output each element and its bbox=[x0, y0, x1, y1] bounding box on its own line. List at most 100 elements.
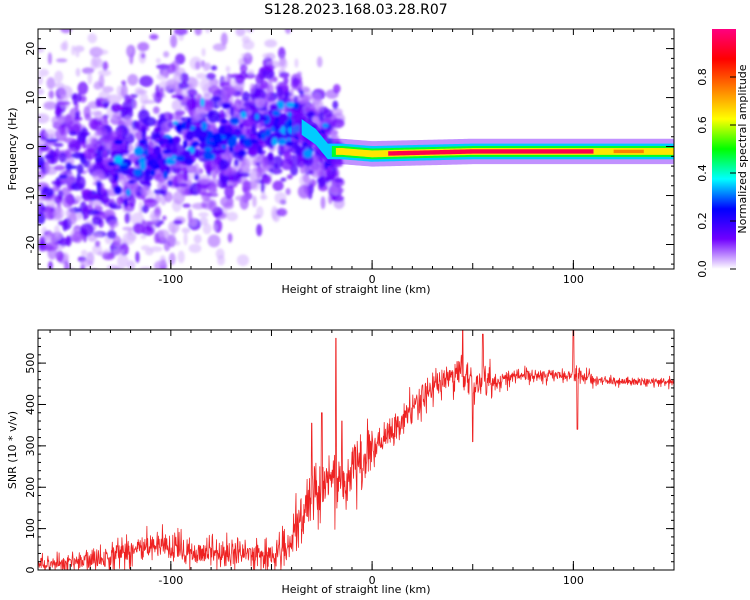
spectrogram-noise-cell bbox=[207, 192, 219, 198]
spectrogram-strong-cell bbox=[171, 154, 177, 160]
spectrogram-strong-cell bbox=[271, 137, 278, 146]
spectrogram-noise-cell bbox=[110, 103, 123, 112]
spectrogram-noise-cell bbox=[91, 216, 102, 226]
spectrogram-noise-cell bbox=[256, 206, 264, 219]
spectrogram-noise-cell bbox=[54, 274, 60, 285]
snr-x-tick-label: -100 bbox=[158, 574, 183, 587]
spectrogram-noise-cell bbox=[45, 138, 59, 143]
spectrogram-noise-cell bbox=[110, 2, 115, 6]
spectrogram-noise-cell bbox=[139, 185, 151, 196]
spectrogram-noise-cell bbox=[88, 118, 99, 130]
spectrogram-strong-cell bbox=[200, 97, 205, 107]
spectrogram-noise-cell bbox=[127, 260, 136, 269]
spectrogram-noise-cell bbox=[133, 99, 138, 110]
spectrogram-noise-cell bbox=[276, 208, 288, 217]
spectrogram-noise-cell bbox=[220, 175, 230, 183]
spectrogram-noise-cell bbox=[155, 58, 161, 64]
spectrogram-noise-cell bbox=[53, 82, 65, 88]
spectrogram-ridge-band bbox=[388, 149, 594, 156]
spectrogram-noise-cell bbox=[135, 251, 140, 263]
spectrogram-noise-cell bbox=[142, 220, 156, 225]
spectrogram-noise-cell bbox=[94, 110, 103, 121]
spectrogram-noise-cell bbox=[154, 205, 162, 219]
spectrogram-noise-cell bbox=[276, 86, 284, 98]
spectrogram-noise-cell bbox=[138, 201, 143, 215]
spectrogram-noise-cell bbox=[76, 176, 86, 190]
spectrogram-noise-cell bbox=[57, 220, 65, 226]
spectrogram-strong-cell bbox=[268, 109, 273, 114]
spectrogram-noise-cell bbox=[240, 53, 251, 58]
spectrogram-noise-cell bbox=[94, 49, 109, 55]
spectrogram-noise-cell bbox=[58, 85, 73, 99]
spectrogram-noise-cell bbox=[93, 205, 104, 212]
snr-y-tick-label: 0 bbox=[24, 567, 37, 574]
spectrogram-noise-cell bbox=[38, 170, 46, 179]
spectrogram-noise-cell bbox=[205, 72, 216, 80]
spectrogram-strong-cell bbox=[267, 152, 274, 162]
spectrogram-noise-cell bbox=[40, 289, 53, 300]
spectrogram-strong-cell bbox=[205, 137, 210, 146]
spectrogram-noise-cell bbox=[180, 72, 189, 84]
spectrogram-strong-cell bbox=[254, 113, 260, 121]
spectrogram-noise-cell bbox=[183, 170, 189, 182]
spectrogram-noise-cell bbox=[182, 203, 191, 208]
spectrogram-noise-cell bbox=[155, 84, 160, 99]
spectrogram-noise-cell bbox=[323, 109, 333, 119]
spectrogram-noise-cell bbox=[38, 155, 45, 168]
spectrogram-noise-cell bbox=[192, 108, 205, 121]
spectrogram-noise-cell bbox=[108, 295, 119, 305]
spectrogram-strong-cell bbox=[175, 155, 185, 162]
spectrogram-noise-cell bbox=[156, 73, 168, 80]
spectrogram-noise-cell bbox=[302, 173, 310, 184]
spectrogram-y-tick-label: 10 bbox=[24, 91, 37, 105]
spectrogram-noise-cell bbox=[234, 158, 239, 167]
spectrogram-strong-cell bbox=[303, 148, 313, 159]
colorbar-ticks: 0.0 0.2 0.4 0.6 0.8 bbox=[696, 68, 736, 278]
spectrogram-noise-cell bbox=[260, 181, 265, 193]
spectrogram-strong-cell bbox=[212, 132, 222, 143]
spectrogram-noise-cell bbox=[80, 259, 94, 267]
spectrogram-noise-cell bbox=[172, 177, 178, 187]
spectrogram-noise-cell bbox=[330, 186, 345, 194]
spectrogram-noise-cell bbox=[250, 181, 261, 191]
spectrogram-noise-cell bbox=[65, 207, 75, 220]
spectrogram-noise-cell bbox=[208, 78, 219, 87]
spectrogram-noise-cell bbox=[43, 129, 58, 139]
spectrogram-noise-cell bbox=[80, 223, 95, 237]
spectrogram-noise-cell bbox=[63, 261, 71, 269]
spectrogram-noise-cell bbox=[254, 89, 267, 100]
spectrogram-noise-cell bbox=[212, 187, 218, 194]
spectrogram-strong-cell bbox=[107, 161, 117, 167]
spectrogram-noise-cell bbox=[168, 252, 176, 265]
spectrogram-ridge bbox=[291, 109, 674, 167]
spectrogram-noise-cell bbox=[247, 69, 255, 75]
spectrogram-noise-cell bbox=[259, 84, 266, 90]
spectrogram-noise-cell bbox=[131, 212, 145, 226]
spectrogram-noise-cell bbox=[177, 250, 185, 264]
spectrogram-noise-cell bbox=[235, 29, 246, 37]
snr-x-tick-label: 0 bbox=[369, 574, 376, 587]
spectrogram-noise-cell bbox=[211, 167, 218, 180]
spectrogram-noise-cell bbox=[203, 158, 217, 172]
figure-title: S128.2023.168.03.28.R07 bbox=[264, 2, 447, 18]
colorbar-tick-label: 0.8 bbox=[696, 68, 709, 86]
spectrogram-noise-cell bbox=[87, 209, 100, 216]
spectrogram-noise-cell bbox=[70, 301, 76, 307]
snr-x-tick-label: 100 bbox=[563, 574, 584, 587]
spectrogram-strong-cell bbox=[166, 166, 171, 174]
spectrogram-noise-cell bbox=[179, 182, 188, 188]
spectrogram-noise-cell bbox=[124, 212, 130, 224]
spectrogram-strong-cell bbox=[175, 123, 183, 133]
spectrogram-noise-cell bbox=[157, 181, 170, 191]
spectrogram-noise-cell bbox=[173, 71, 182, 85]
spectrogram-noise-cell bbox=[278, 58, 288, 70]
spectrogram-noise-cell bbox=[38, 287, 43, 297]
spectrogram-noise-cell bbox=[145, 135, 152, 141]
spectrogram-noise-cell bbox=[209, 15, 222, 22]
spectrogram-noise-cell bbox=[218, 125, 226, 137]
spectrogram-noise-cell bbox=[50, 294, 61, 299]
spectrogram-noise-cell bbox=[256, 223, 263, 237]
colorbar-label: Normalized spectral amplitude bbox=[736, 64, 749, 233]
spectrogram-noise-cell bbox=[140, 53, 146, 59]
